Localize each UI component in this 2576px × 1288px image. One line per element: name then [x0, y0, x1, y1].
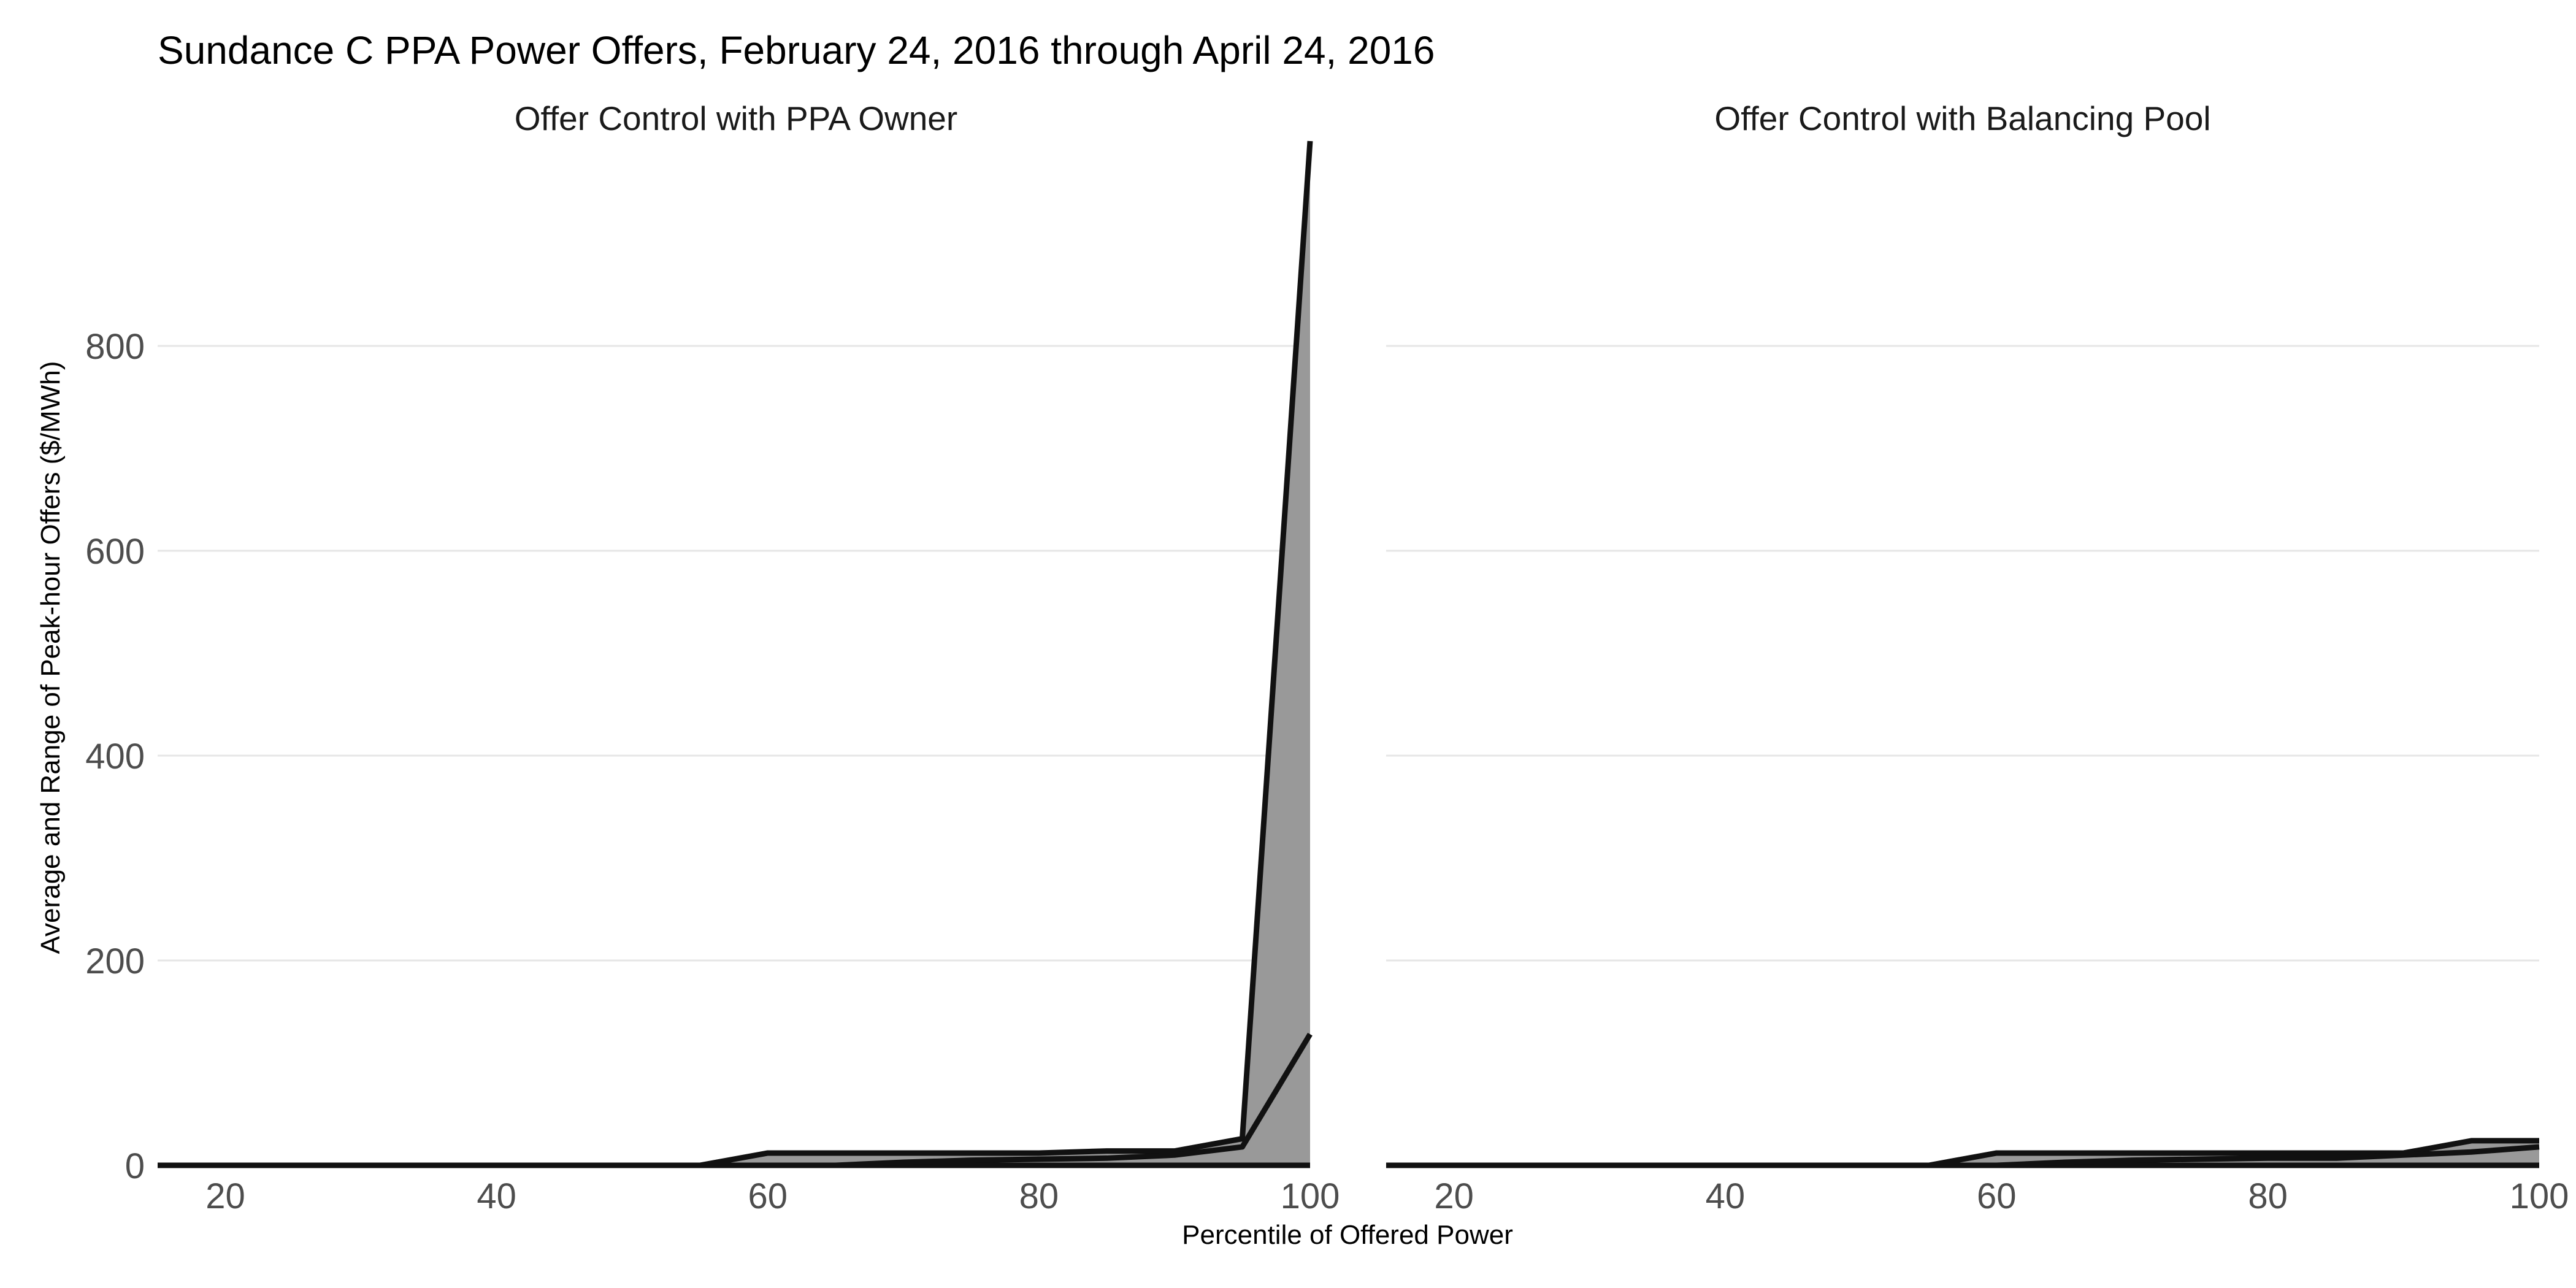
x-tick-label: 20 [205, 1176, 245, 1216]
y-tick-label: 600 [85, 532, 145, 572]
x-tick-label: 100 [2510, 1176, 2569, 1216]
y-axis-label: Average and Range of Peak-hour Offers ($… [36, 361, 66, 954]
range-band [158, 141, 1310, 1165]
x-tick-label: 60 [748, 1176, 788, 1216]
panel-title-balancing-pool: Offer Control with Balancing Pool [1714, 99, 2210, 137]
chart-title: Sundance C PPA Power Offers, February 24… [158, 28, 1435, 72]
max-line [158, 140, 1313, 1168]
x-tick-label: 100 [1281, 1176, 1340, 1216]
x-tick-label: 80 [1019, 1176, 1059, 1216]
average-line [1386, 1144, 2540, 1168]
y-tick-label: 0 [125, 1146, 145, 1186]
panel-balancing-pool: 20 40 60 80 100 [1386, 345, 2569, 1216]
average-line [158, 1032, 1313, 1168]
x-tick-label: 60 [1977, 1176, 2017, 1216]
y-tick-label: 400 [85, 737, 145, 776]
x-tick-label: 80 [2248, 1176, 2288, 1216]
panel-ppa-owner: 20 40 60 80 100 [158, 140, 1340, 1216]
x-tick-label: 40 [477, 1176, 516, 1216]
y-tick-label: 200 [85, 941, 145, 981]
x-axis-label: Percentile of Offered Power [1182, 1220, 1513, 1250]
y-tick-label: 800 [85, 327, 145, 367]
y-tick-labels: 0 200 400 600 800 [85, 327, 145, 1186]
x-tick-label: 20 [1434, 1176, 1474, 1216]
x-tick-label: 40 [1706, 1176, 1746, 1216]
panel-title-ppa-owner: Offer Control with PPA Owner [515, 99, 957, 137]
